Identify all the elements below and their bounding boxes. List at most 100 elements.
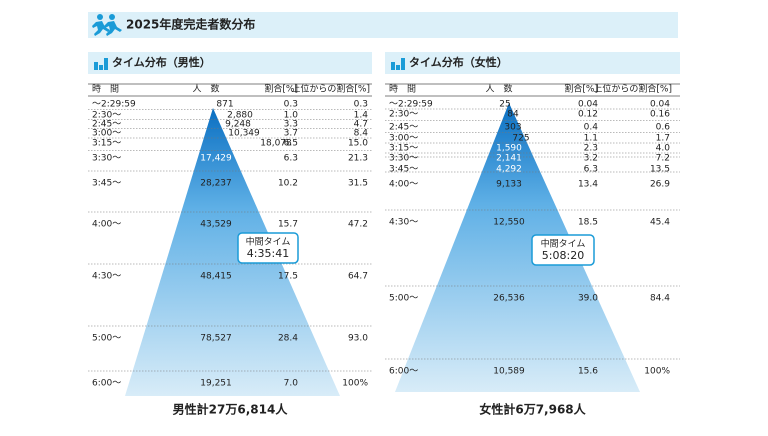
panel-icon — [391, 62, 395, 70]
cumulative-share: 4.7 — [354, 120, 368, 130]
cumulative-share: 31.5 — [348, 179, 368, 189]
cumulative-share: 0.04 — [650, 100, 670, 110]
panel-icon — [104, 58, 108, 70]
cumulative-share: 100% — [644, 367, 670, 377]
cumulative-share: 1.7 — [656, 134, 670, 144]
cumulative-share: 0.3 — [354, 100, 368, 110]
share: 2.3 — [584, 144, 598, 154]
share: 6.3 — [284, 154, 298, 164]
column-header: 割合[%] — [264, 83, 298, 95]
share: 39.0 — [578, 294, 598, 304]
runner-icon — [92, 14, 122, 36]
count: 25 — [499, 100, 510, 110]
share: 3.7 — [284, 129, 298, 139]
cumulative-share: 13.5 — [650, 165, 670, 175]
panel-title: タイム分布（女性） — [409, 55, 508, 69]
time-label: 4:00～ — [389, 180, 418, 190]
time-label: 3:15～ — [389, 144, 418, 154]
cumulative-share: 1.4 — [354, 111, 369, 121]
pyramid — [125, 108, 340, 396]
share: 7.0 — [284, 379, 299, 389]
time-label: ～2:29:59 — [92, 100, 136, 110]
column-header: 人 数 — [485, 83, 512, 95]
count: 84 — [507, 110, 519, 120]
column-header: 上位からの割合[%] — [291, 83, 370, 95]
count: 17,429 — [200, 154, 232, 164]
cumulative-share: 0.6 — [656, 123, 671, 133]
count: 28,237 — [200, 179, 232, 189]
share: 15.7 — [278, 220, 298, 230]
count: 10,589 — [493, 367, 525, 377]
median-time: 5:08:20 — [542, 249, 584, 262]
share: 0.4 — [584, 123, 599, 133]
cumulative-share: 26.9 — [650, 180, 670, 190]
panel-header — [88, 52, 372, 74]
total: 女性計6万7,968人 — [479, 402, 586, 417]
share: 1.1 — [584, 134, 598, 144]
column-header: 上位からの割合[%] — [593, 83, 672, 95]
share: 28.4 — [278, 334, 298, 344]
median-label: 中間タイム — [541, 238, 586, 250]
time-label: 3:45～ — [389, 165, 418, 175]
time-label: 6:00～ — [92, 379, 121, 389]
time-label: 4:30～ — [92, 272, 121, 282]
share: 13.4 — [578, 180, 598, 190]
count: 1,590 — [496, 144, 522, 154]
column-header: 割合[%] — [564, 83, 598, 95]
header-band — [88, 12, 678, 38]
time-label: 3:00～ — [92, 129, 121, 139]
total: 男性計27万6,814人 — [173, 402, 289, 417]
median-box — [531, 234, 595, 266]
time-label: 4:00～ — [92, 220, 121, 230]
time-label: 5:00～ — [389, 294, 418, 304]
cumulative-share: 64.7 — [348, 272, 368, 282]
cumulative-share: 0.16 — [650, 110, 670, 120]
count: 4,292 — [496, 165, 522, 175]
count: 2,880 — [227, 111, 253, 121]
share: 3.3 — [284, 120, 298, 130]
time-label: 4:30～ — [389, 218, 418, 228]
cumulative-share: 100% — [342, 379, 368, 389]
time-label: 2:45～ — [92, 120, 121, 130]
share: 15.6 — [578, 367, 598, 377]
share: 0.12 — [578, 110, 598, 120]
share: 6.5 — [284, 139, 298, 149]
count: 18,078 — [260, 139, 292, 149]
count: 43,529 — [200, 220, 232, 230]
time-label: 3:30～ — [389, 154, 418, 164]
pyramid — [395, 103, 640, 392]
time-label: 5:00～ — [92, 334, 121, 344]
cumulative-share: 21.3 — [348, 154, 368, 164]
cumulative-share: 8.4 — [354, 129, 369, 139]
column-header: 時 間 — [92, 84, 119, 95]
count: 48,415 — [200, 272, 232, 282]
time-label: 2:30～ — [389, 110, 418, 120]
column-header: 時 間 — [389, 84, 416, 95]
median-label: 中間タイム — [246, 236, 291, 248]
share: 18.5 — [578, 218, 598, 228]
count: 9,248 — [225, 120, 251, 130]
count: 78,527 — [200, 334, 232, 344]
cumulative-share: 84.4 — [650, 294, 670, 304]
header-title: 2025年度完走者数分布 — [126, 17, 255, 32]
share: 6.3 — [584, 165, 598, 175]
time-label: 2:45～ — [389, 123, 418, 133]
time-label: 2:30～ — [92, 111, 121, 121]
median-box — [237, 232, 299, 264]
count: 10,349 — [228, 129, 260, 139]
cumulative-share: 47.2 — [348, 220, 368, 230]
time-label: 3:15～ — [92, 139, 121, 149]
panel-icon — [401, 58, 405, 70]
count: 303 — [504, 123, 521, 133]
panel-icon — [99, 65, 103, 70]
share: 0.3 — [284, 100, 298, 110]
count: 12,550 — [493, 218, 525, 228]
count: 9,133 — [496, 180, 522, 190]
count: 19,251 — [200, 379, 232, 389]
panel-icon — [94, 62, 98, 70]
count: 26,536 — [493, 294, 525, 304]
share: 1.0 — [284, 111, 299, 121]
cumulative-share: 15.0 — [348, 139, 368, 149]
panel-header — [385, 52, 680, 74]
